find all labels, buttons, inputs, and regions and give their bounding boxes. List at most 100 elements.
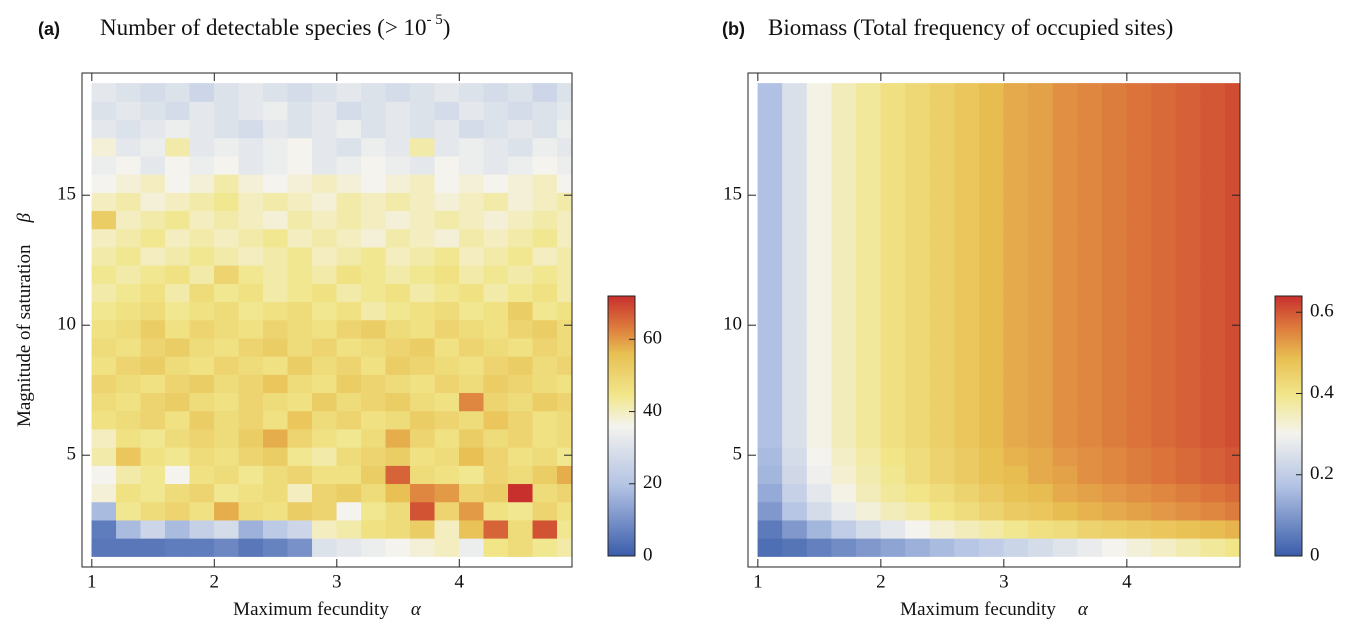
heatmap-cell: [508, 155, 534, 175]
heatmap-cell: [1126, 265, 1152, 284]
heatmap-cell: [1003, 301, 1029, 321]
heatmap-cell: [1200, 155, 1226, 175]
heatmap-cell: [1151, 447, 1177, 466]
heatmap-cell: [459, 192, 485, 212]
heatmap-cell: [459, 246, 485, 266]
heatmap-cell: [263, 337, 289, 357]
heatmap-cell: [263, 483, 289, 503]
heatmap-cell: [1151, 283, 1177, 303]
heatmap-cell: [434, 265, 460, 284]
heatmap-cell: [508, 519, 534, 539]
heatmap-cell: [1224, 174, 1240, 193]
heatmap-cell: [557, 374, 572, 394]
heatmap-cell: [189, 501, 215, 521]
heatmap-cell: [532, 119, 558, 139]
heatmap-cell: [757, 410, 783, 430]
heatmap-cell: [855, 210, 882, 230]
heatmap-cell: [831, 465, 857, 485]
heatmap-cell: [434, 228, 460, 248]
heatmap-cell: [508, 538, 534, 557]
heatmap-cell: [165, 465, 191, 485]
heatmap-cell: [1175, 374, 1201, 394]
heatmap-cell: [855, 501, 882, 521]
heatmap-cell: [336, 101, 362, 121]
heatmap-cell: [905, 137, 931, 157]
y-tick-label: 10: [57, 314, 76, 335]
heatmap-cell: [1200, 465, 1226, 485]
heatmap-cell: [1101, 155, 1128, 175]
heatmap-cell: [782, 119, 808, 139]
heatmap-cell: [287, 337, 313, 357]
heatmap-cell: [954, 155, 980, 175]
heatmap-cell: [954, 174, 980, 193]
heatmap-cell: [1200, 83, 1226, 102]
heatmap-cell: [312, 465, 338, 485]
heatmap-cell: [336, 410, 362, 430]
heatmap-cell: [1126, 210, 1152, 230]
heatmap-cell: [336, 483, 362, 503]
heatmap-cell: [410, 210, 436, 230]
heatmap-cell: [263, 447, 289, 466]
heatmap-cell: [1101, 210, 1128, 230]
heatmap-cell: [1126, 447, 1152, 466]
heatmap-cell: [508, 137, 534, 157]
heatmap-cell: [91, 483, 117, 503]
heatmap-cell: [1003, 101, 1029, 121]
heatmap-cell: [312, 119, 338, 139]
heatmap-cell: [165, 319, 191, 339]
heatmap-cell: [806, 356, 832, 375]
heatmap-cell: [140, 410, 166, 430]
heatmap-cell: [1101, 192, 1128, 212]
heatmap-cell: [189, 519, 215, 539]
heatmap-cell: [532, 447, 558, 466]
heatmap-cell: [831, 174, 857, 193]
heatmap-cell: [782, 174, 808, 193]
heatmap-cell: [831, 428, 857, 448]
heatmap-cell: [214, 301, 240, 321]
heatmap-cell: [954, 356, 980, 375]
heatmap-cell: [140, 283, 166, 303]
heatmap-cell: [91, 210, 117, 230]
heatmap-cell: [1151, 519, 1177, 539]
heatmap-cell: [929, 392, 955, 412]
heatmap-cell: [336, 228, 362, 248]
heatmap-cell: [954, 228, 980, 248]
heatmap-cell: [361, 519, 387, 539]
heatmap-cell: [1126, 137, 1152, 157]
heatmap-cell: [1101, 265, 1128, 284]
heatmap-cell: [336, 447, 362, 466]
heatmap-cell: [757, 246, 783, 266]
heatmap-cell: [880, 83, 906, 102]
heatmap-cell: [1077, 155, 1103, 175]
heatmap-cell: [855, 83, 882, 102]
heatmap-cell: [385, 538, 411, 557]
heatmap-cell: [905, 174, 931, 193]
heatmap-cell: [263, 210, 289, 230]
heatmap-cell: [905, 283, 931, 303]
heatmap-cell: [1200, 428, 1226, 448]
heatmap-cell: [312, 392, 338, 412]
heatmap-cell: [1052, 483, 1078, 503]
heatmap-cell: [1175, 101, 1201, 121]
heatmap-cell: [855, 283, 882, 303]
heatmap-cell: [978, 101, 1005, 121]
heatmap-cell: [1151, 301, 1177, 321]
heatmap-cell: [557, 83, 572, 102]
heatmap-cell: [757, 374, 783, 394]
heatmap-cell: [532, 337, 558, 357]
heatmap-cell: [954, 246, 980, 266]
heatmap-cell: [1175, 538, 1201, 557]
heatmap-cell: [880, 356, 906, 375]
heatmap-cell: [929, 265, 955, 284]
heatmap-cell: [880, 246, 906, 266]
x-tick-label: 4: [1122, 571, 1132, 592]
heatmap-cell: [831, 83, 857, 102]
heatmap-cell: [978, 155, 1005, 175]
heatmap-cell: [757, 210, 783, 230]
heatmap-cell: [557, 319, 572, 339]
x-axis-label: Maximum fecundity α: [900, 599, 1089, 620]
heatmap-cell: [410, 119, 436, 139]
heatmap-cell: [410, 283, 436, 303]
heatmap-cell: [1224, 246, 1240, 266]
heatmap-cell: [214, 119, 240, 139]
